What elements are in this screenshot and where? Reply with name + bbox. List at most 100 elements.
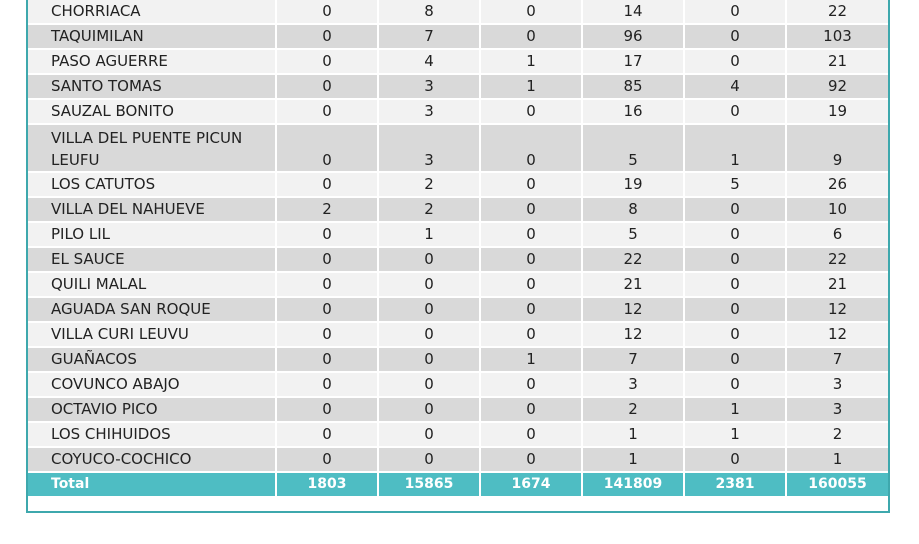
table-cell-value: 3 — [786, 397, 888, 423]
table-cell-value: 19 — [582, 172, 685, 198]
table-cell-value: 0 — [378, 322, 481, 348]
total-cell-value: 15865 — [378, 472, 481, 496]
table-cell-value: 85 — [582, 74, 685, 100]
localities-table: CHORRIACA 0 8 0 14 0 22 TAQUIMILAN 0 7 0 96 0 103 PASO… — [28, 0, 888, 496]
table-row: SAUZAL BONITO 0 3 0 16 0 19 — [28, 99, 888, 125]
table-cell-value: 0 — [378, 397, 481, 423]
table-cell-value: 0 — [276, 397, 379, 423]
table-row: COVUNCO ABAJO 0 0 0 3 0 3 — [28, 372, 888, 398]
total-label: Total — [28, 472, 277, 496]
table-cell-value: 0 — [684, 372, 787, 398]
table-cell-value: 1 — [684, 422, 787, 448]
locality-name: QUILI MALAL — [28, 272, 277, 298]
table-cell-value: 16 — [582, 99, 685, 125]
table-cell-value: 8 — [378, 0, 481, 25]
table-cell-value: 3 — [378, 124, 481, 173]
table-cell-value: 0 — [276, 124, 379, 173]
table-row: TAQUIMILAN 0 7 0 96 0 103 — [28, 24, 888, 50]
table-cell-value: 4 — [378, 49, 481, 75]
locality-name: VILLA DEL NAHUEVE — [28, 197, 277, 223]
table-cell-value: 0 — [480, 422, 583, 448]
total-cell-value: 2381 — [684, 472, 787, 496]
table-cell-value: 0 — [480, 124, 583, 173]
table-cell-value: 3 — [786, 372, 888, 398]
table-cell-value: 5 — [582, 124, 685, 173]
locality-name: SAUZAL BONITO — [28, 99, 277, 125]
table-cell-value: 0 — [480, 397, 583, 423]
total-cell-value: 1674 — [480, 472, 583, 496]
table-cell-value: 21 — [786, 49, 888, 75]
table-cell-value: 7 — [582, 347, 685, 373]
table-cell-value: 0 — [378, 422, 481, 448]
table-row: PILO LIL 0 1 0 5 0 6 — [28, 222, 888, 248]
table-cell-value: 0 — [684, 247, 787, 273]
table-cell-value: 0 — [276, 372, 379, 398]
table-cell-value: 12 — [786, 322, 888, 348]
table-cell-value: 0 — [480, 24, 583, 50]
table-row: LOS CHIHUIDOS 0 0 0 1 1 2 — [28, 422, 888, 448]
table-row: GUAÑACOS 0 0 1 7 0 7 — [28, 347, 888, 373]
locality-name: LOS CATUTOS — [28, 172, 277, 198]
table-cell-value: 0 — [480, 0, 583, 25]
table-cell-value: 1 — [684, 397, 787, 423]
table-cell-value: 21 — [582, 272, 685, 298]
table-cell-value: 0 — [378, 372, 481, 398]
table-cell-value: 0 — [684, 347, 787, 373]
table-cell-value: 1 — [786, 447, 888, 473]
table-cell-value: 1 — [378, 222, 481, 248]
table-cell-value: 21 — [786, 272, 888, 298]
table-cell-value: 103 — [786, 24, 888, 50]
table-row: OCTAVIO PICO 0 0 0 2 1 3 — [28, 397, 888, 423]
table-cell-value: 0 — [276, 247, 379, 273]
table-cell-value: 12 — [582, 297, 685, 323]
table-cell-value: 17 — [582, 49, 685, 75]
table-cell-value: 0 — [684, 222, 787, 248]
locality-name: SANTO TOMAS — [28, 74, 277, 100]
total-cell-value: 160055 — [786, 472, 888, 496]
table-row: QUILI MALAL 0 0 0 21 0 21 — [28, 272, 888, 298]
table-cell-value: 4 — [684, 74, 787, 100]
table-cell-value: 12 — [786, 297, 888, 323]
table-cell-value: 0 — [684, 24, 787, 50]
table-cell-value: 2 — [378, 172, 481, 198]
table-cell-value: 2 — [786, 422, 888, 448]
table-cell-value: 0 — [684, 297, 787, 323]
table-cell-value: 0 — [276, 24, 379, 50]
table-cell-value: 2 — [582, 397, 685, 423]
table-cell-value: 0 — [378, 247, 481, 273]
locality-name: GUAÑACOS — [28, 347, 277, 373]
table-body: CHORRIACA 0 8 0 14 0 22 TAQUIMILAN 0 7 0 96 0 103 PASO… — [28, 0, 888, 496]
table-row: AGUADA SAN ROQUE 0 0 0 12 0 12 — [28, 297, 888, 323]
table-cell-value: 26 — [786, 172, 888, 198]
table-cell-value: 0 — [378, 447, 481, 473]
table-cell-value: 0 — [276, 49, 379, 75]
table-cell-value: 3 — [378, 99, 481, 125]
locality-name: COYUCO-COCHICO — [28, 447, 277, 473]
table-cell-value: 0 — [684, 49, 787, 75]
table-cell-value: 8 — [582, 197, 685, 223]
table-cell-value: 0 — [480, 197, 583, 223]
locality-name: AGUADA SAN ROQUE — [28, 297, 277, 323]
table-row: CHORRIACA 0 8 0 14 0 22 — [28, 0, 888, 25]
table-cell-value: 7 — [378, 24, 481, 50]
table-cell-value: 1 — [480, 347, 583, 373]
table-cell-value: 0 — [276, 0, 379, 25]
locality-name: TAQUIMILAN — [28, 24, 277, 50]
table-cell-value: 0 — [684, 272, 787, 298]
table-cell-value: 0 — [684, 0, 787, 25]
table-cell-value: 19 — [786, 99, 888, 125]
table-cell-value: 0 — [276, 172, 379, 198]
table-cell-value: 96 — [582, 24, 685, 50]
table-row: SANTO TOMAS 0 3 1 85 4 92 — [28, 74, 888, 100]
table-cell-value: 0 — [378, 297, 481, 323]
table-cell-value: 1 — [582, 447, 685, 473]
table-cell-value: 0 — [276, 74, 379, 100]
table-cell-value: 0 — [480, 172, 583, 198]
table-cell-value: 0 — [276, 347, 379, 373]
table-cell-value: 0 — [684, 197, 787, 223]
table-cell-value: 2 — [276, 197, 379, 223]
table-cell-value: 0 — [684, 447, 787, 473]
locality-name: LOS CHIHUIDOS — [28, 422, 277, 448]
locality-name: VILLA CURI LEUVU — [28, 322, 277, 348]
locality-name: COVUNCO ABAJO — [28, 372, 277, 398]
